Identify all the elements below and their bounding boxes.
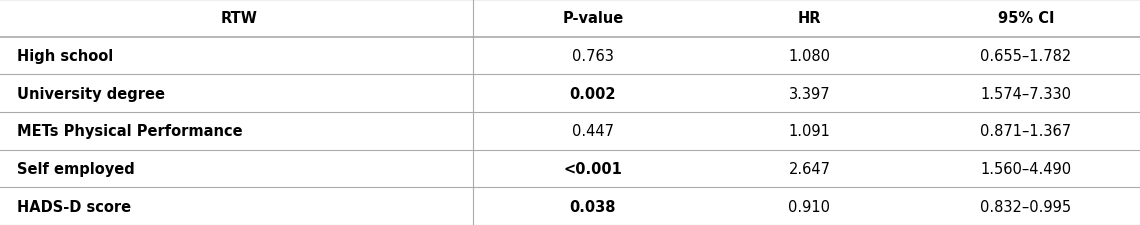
Text: 0.002: 0.002 [570, 86, 616, 101]
Text: 3.397: 3.397 [789, 86, 830, 101]
Text: 0.910: 0.910 [789, 199, 830, 214]
Text: 0.871–1.367: 0.871–1.367 [980, 124, 1072, 139]
Text: HR: HR [798, 11, 821, 26]
Text: 0.832–0.995: 0.832–0.995 [980, 199, 1072, 214]
Text: 95% CI: 95% CI [998, 11, 1054, 26]
Text: 0.655–1.782: 0.655–1.782 [980, 49, 1072, 64]
Text: University degree: University degree [17, 86, 165, 101]
Text: 1.091: 1.091 [789, 124, 830, 139]
Text: METs Physical Performance: METs Physical Performance [17, 124, 243, 139]
Text: 1.574–7.330: 1.574–7.330 [980, 86, 1072, 101]
Text: <0.001: <0.001 [563, 161, 622, 176]
Text: 0.763: 0.763 [572, 49, 613, 64]
Text: High school: High school [17, 49, 113, 64]
Text: 2.647: 2.647 [789, 161, 830, 176]
Text: P-value: P-value [562, 11, 624, 26]
Text: HADS-D score: HADS-D score [17, 199, 131, 214]
Text: 0.447: 0.447 [572, 124, 613, 139]
Text: Self employed: Self employed [17, 161, 135, 176]
Text: 0.038: 0.038 [570, 199, 616, 214]
Text: RTW: RTW [221, 11, 258, 26]
Text: 1.080: 1.080 [789, 49, 830, 64]
Text: 1.560–4.490: 1.560–4.490 [980, 161, 1072, 176]
